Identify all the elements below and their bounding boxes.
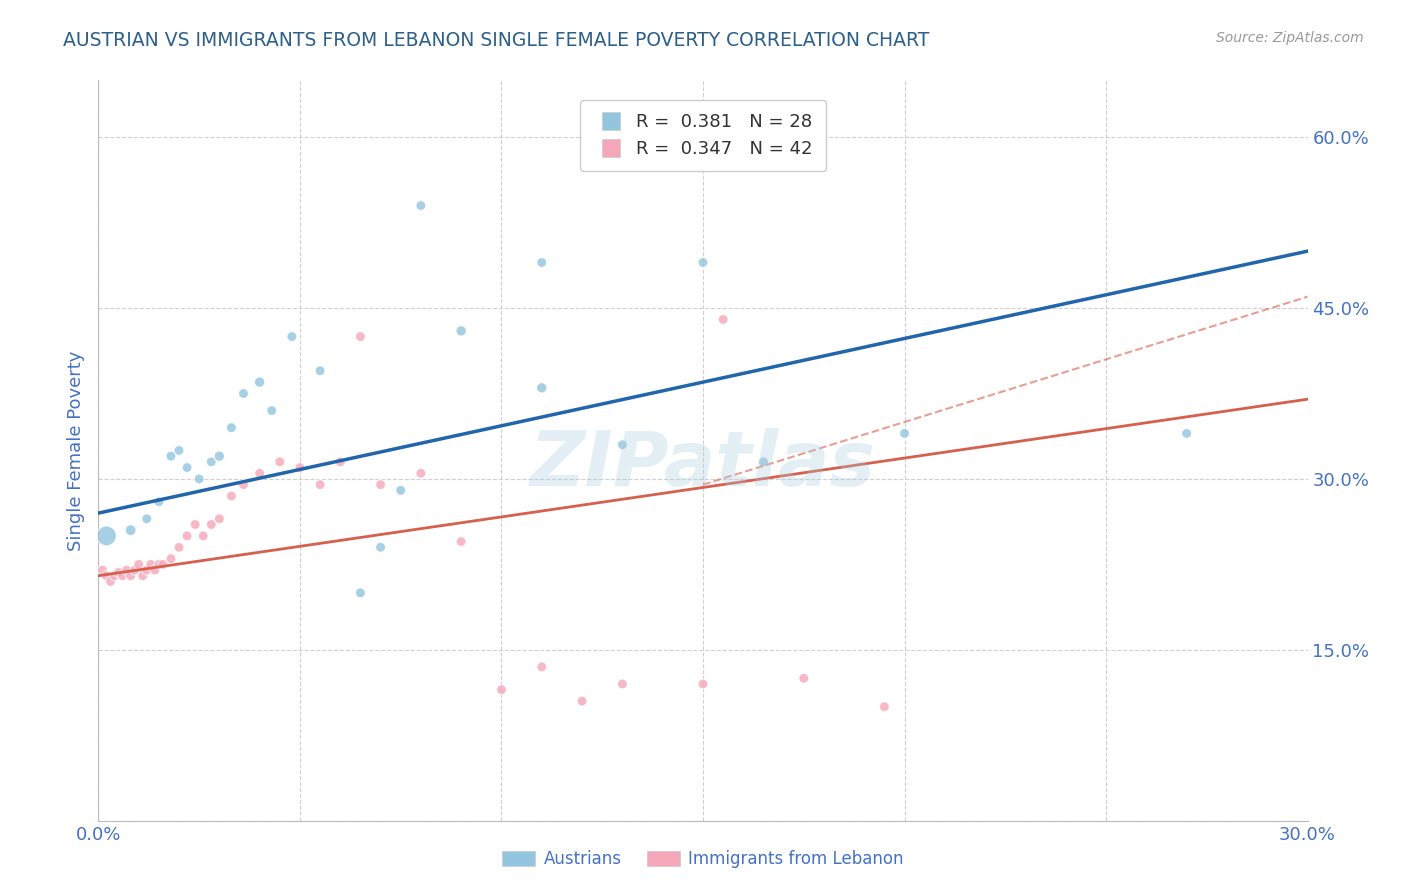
Point bbox=[176, 460, 198, 475]
Point bbox=[184, 517, 207, 532]
Point bbox=[176, 529, 198, 543]
Point bbox=[100, 574, 122, 589]
Point bbox=[1175, 426, 1198, 441]
Point bbox=[221, 420, 243, 434]
Point bbox=[143, 563, 166, 577]
Point bbox=[612, 677, 634, 691]
Point bbox=[260, 403, 283, 417]
Point bbox=[232, 386, 254, 401]
Point bbox=[612, 438, 634, 452]
Point bbox=[530, 255, 553, 269]
Point bbox=[193, 529, 215, 543]
Point bbox=[124, 563, 146, 577]
Point bbox=[128, 558, 150, 572]
Point bbox=[96, 529, 118, 543]
Point bbox=[450, 324, 472, 338]
Point bbox=[873, 699, 896, 714]
Point bbox=[409, 467, 432, 481]
Point bbox=[208, 512, 231, 526]
Point bbox=[188, 472, 211, 486]
Point bbox=[152, 558, 174, 572]
Point bbox=[450, 534, 472, 549]
Point bbox=[139, 558, 162, 572]
Point bbox=[160, 551, 183, 566]
Point bbox=[232, 477, 254, 491]
Point bbox=[221, 489, 243, 503]
Point bbox=[160, 449, 183, 463]
Point bbox=[349, 329, 371, 343]
Point bbox=[309, 364, 332, 378]
Point bbox=[107, 566, 129, 580]
Point bbox=[349, 586, 371, 600]
Point bbox=[530, 660, 553, 674]
Point bbox=[167, 443, 190, 458]
Point bbox=[103, 568, 125, 582]
Point bbox=[148, 558, 170, 572]
Point bbox=[752, 455, 775, 469]
Point bbox=[893, 426, 915, 441]
Point bbox=[370, 477, 392, 491]
Point bbox=[167, 541, 190, 555]
Point bbox=[91, 563, 114, 577]
Text: AUSTRIAN VS IMMIGRANTS FROM LEBANON SINGLE FEMALE POVERTY CORRELATION CHART: AUSTRIAN VS IMMIGRANTS FROM LEBANON SING… bbox=[63, 31, 929, 50]
Point bbox=[148, 494, 170, 508]
Point bbox=[281, 329, 304, 343]
Legend: Austrians, Immigrants from Lebanon: Austrians, Immigrants from Lebanon bbox=[495, 844, 911, 875]
Point bbox=[389, 483, 412, 498]
Point bbox=[111, 568, 134, 582]
Point bbox=[309, 477, 332, 491]
Point bbox=[530, 381, 553, 395]
Point bbox=[409, 198, 432, 212]
Point bbox=[793, 671, 815, 685]
Legend: R =  0.381   N = 28, R =  0.347   N = 42: R = 0.381 N = 28, R = 0.347 N = 42 bbox=[581, 101, 825, 170]
Text: ZIPatlas: ZIPatlas bbox=[530, 428, 876, 502]
Point bbox=[135, 512, 157, 526]
Point bbox=[208, 449, 231, 463]
Point bbox=[120, 568, 142, 582]
Point bbox=[120, 523, 142, 537]
Point bbox=[288, 460, 311, 475]
Point bbox=[370, 541, 392, 555]
Point bbox=[200, 455, 222, 469]
Point bbox=[329, 455, 352, 469]
Y-axis label: Single Female Poverty: Single Female Poverty bbox=[66, 351, 84, 550]
Point bbox=[711, 312, 734, 326]
Point bbox=[132, 568, 155, 582]
Point bbox=[200, 517, 222, 532]
Point bbox=[692, 677, 714, 691]
Point bbox=[269, 455, 291, 469]
Point bbox=[491, 682, 513, 697]
Text: Source: ZipAtlas.com: Source: ZipAtlas.com bbox=[1216, 31, 1364, 45]
Point bbox=[571, 694, 593, 708]
Point bbox=[135, 563, 157, 577]
Point bbox=[115, 563, 138, 577]
Point bbox=[249, 375, 271, 389]
Point bbox=[692, 255, 714, 269]
Point bbox=[96, 568, 118, 582]
Point bbox=[249, 467, 271, 481]
